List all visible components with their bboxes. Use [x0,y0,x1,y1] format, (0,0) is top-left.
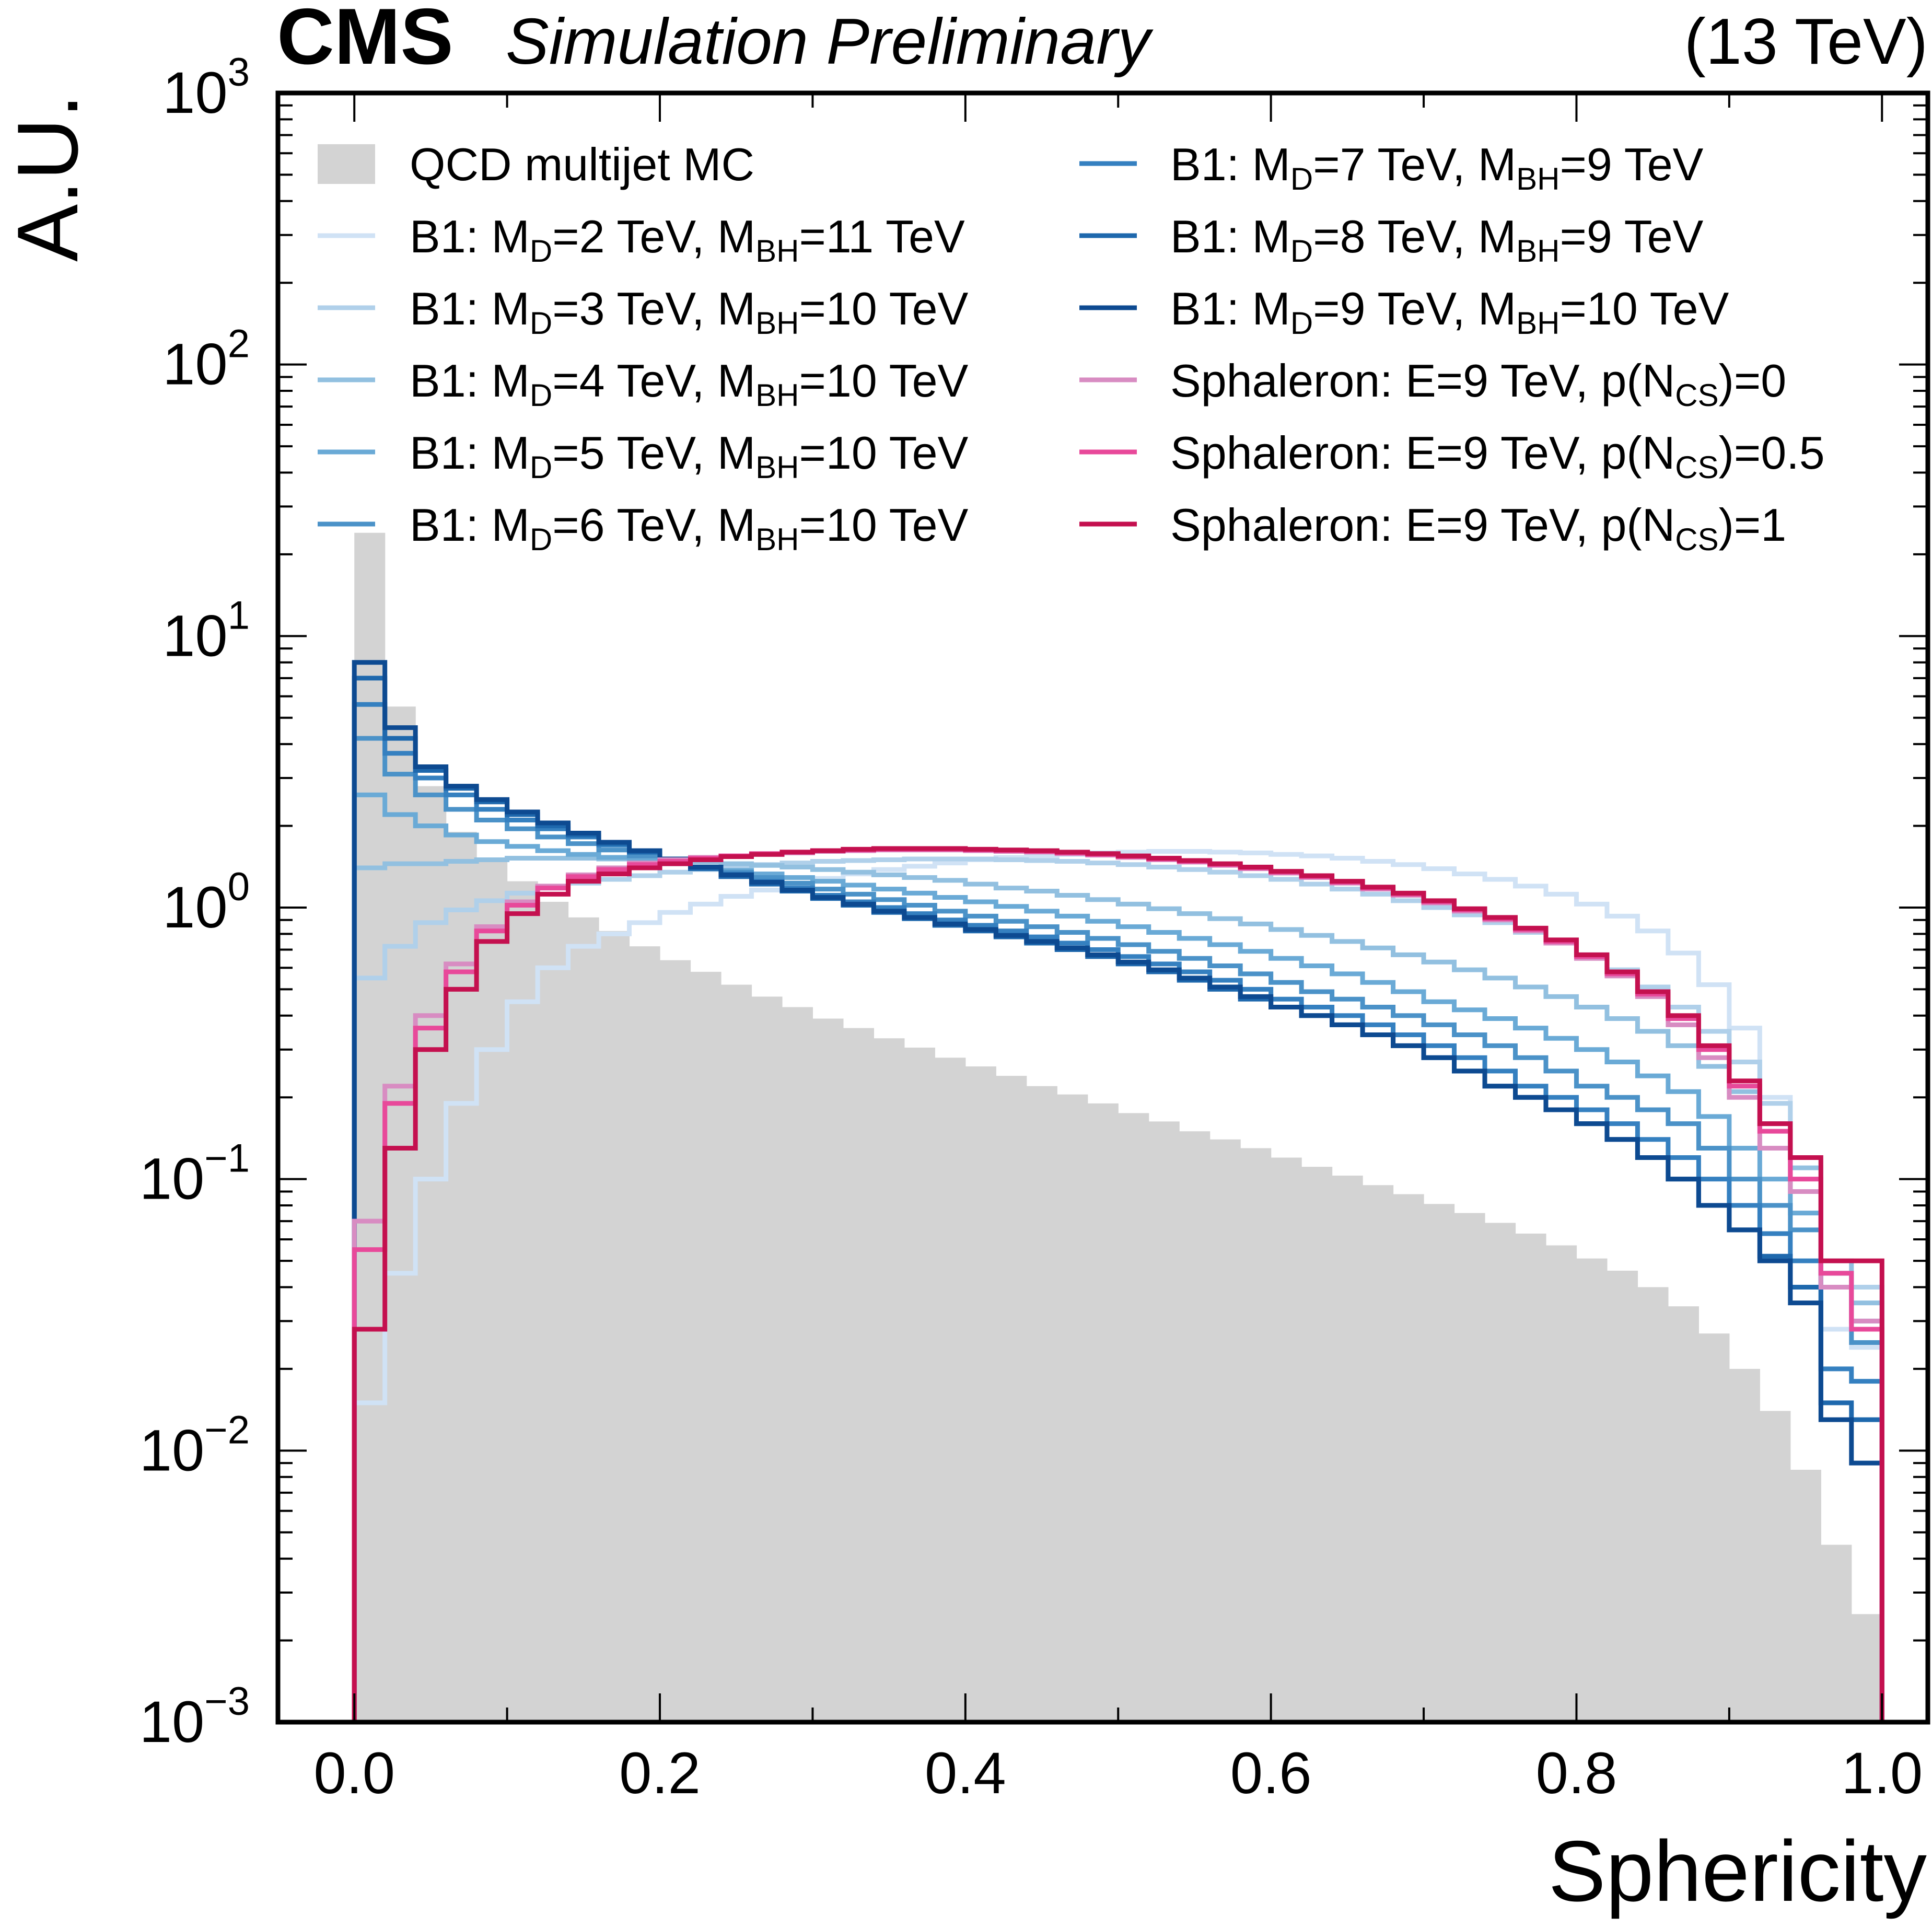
series-line-7 [352,660,1884,1722]
x-tick-label: 0.2 [619,1740,701,1806]
legend-label-5: B1: MD=7 TeV, MBH=9 TeV [1170,138,1704,196]
simulation-preliminary-label: Simulation Preliminary [506,6,1154,78]
qcd-bar [1576,1258,1608,1722]
y-tick-label: 10−2 [139,1408,250,1483]
qcd-bar [1607,1270,1638,1722]
y-tick-label: 102 [162,322,250,397]
qcd-bar [1729,1368,1760,1722]
qcd-bar [751,996,783,1722]
legend-label-1: B1: MD=3 TeV, MBH=10 TeV [410,283,969,341]
qcd-bar [1790,1470,1821,1722]
qcd-bar [812,1018,844,1722]
x-tick-label: 0.8 [1536,1740,1617,1806]
series-line-4 [352,736,1884,1722]
axis-tick-labels: 0.0 0.2 0.4 0.6 0.8 1.0 10−3 10−2 10−1 100 101 102 1… [139,50,1923,1806]
legend-label-8: Sphaleron: E=9 TeV, p(NCS)=0 [1170,355,1786,413]
legend-label-qcd: QCD multijet MC [410,138,754,190]
qcd-bar [1148,1121,1180,1722]
qcd-bar [1760,1411,1791,1722]
qcd-bar [1454,1213,1485,1722]
qcd-bar [1851,1614,1882,1722]
qcd-bar [1301,1167,1333,1722]
plot-frame [275,90,1930,1725]
qcd-bar [1637,1287,1669,1722]
legend: QCD multijet MC B1: MD=2 TeV, MBH=11 TeV B… [318,138,1825,557]
qcd-bar [1363,1185,1394,1722]
signal-histograms [352,660,1884,1722]
legend-label-2: B1: MD=4 TeV, MBH=10 TeV [410,355,969,413]
qcd-bar [1485,1223,1516,1722]
legend-label-9: Sphaleron: E=9 TeV, p(NCS)=0.5 [1170,427,1825,485]
qcd-bar [568,917,599,1722]
qcd-bar [446,832,477,1722]
x-tick-label: 0.6 [1230,1740,1312,1806]
x-axis-title: Sphericity [1549,1823,1927,1919]
energy-label: (13 TeV) [1684,6,1928,78]
qcd-bar [1545,1245,1577,1722]
qcd-bar [354,532,386,1722]
qcd-bar [996,1076,1027,1722]
qcd-background-histogram [354,532,1882,1722]
x-tick-label: 0.0 [313,1740,395,1806]
cms-label: CMS [277,0,453,81]
series-line-10 [352,846,1884,1722]
qcd-bar [1209,1139,1241,1722]
y-tick-label: 103 [162,50,250,125]
y-tick-label: 101 [162,593,250,668]
legend-swatch-qcd [318,144,375,184]
qcd-bar [1698,1333,1730,1722]
qcd-bar [1821,1544,1852,1722]
legend-label-6: B1: MD=8 TeV, MBH=9 TeV [1170,211,1704,269]
qcd-bar [1240,1148,1272,1722]
qcd-bar [1179,1131,1211,1722]
qcd-bar [1118,1113,1149,1722]
qcd-bar [720,984,752,1722]
qcd-bar [538,901,569,1722]
qcd-bar [599,931,630,1722]
qcd-bar [1393,1194,1424,1722]
qcd-bar [904,1047,935,1722]
qcd-bar [1087,1103,1119,1722]
qcd-bar [385,706,416,1722]
y-tick-label: 10−3 [139,1679,250,1755]
qcd-bar [629,946,660,1722]
qcd-bar [1026,1086,1057,1722]
y-axis-title: A.U. [0,94,96,262]
qcd-bar [965,1066,996,1722]
qcd-bar [843,1028,874,1722]
qcd-bar [476,860,508,1722]
legend-label-7: B1: MD=9 TeV, MBH=10 TeV [1170,283,1729,341]
qcd-bar [935,1058,966,1722]
qcd-bar [874,1038,905,1722]
qcd-bar [1271,1157,1302,1722]
qcd-bar [1424,1204,1455,1722]
qcd-bar [1332,1175,1363,1722]
y-tick-label: 100 [162,865,250,940]
y-tick-label: 10−1 [139,1136,250,1212]
legend-label-3: B1: MD=5 TeV, MBH=10 TeV [410,427,969,485]
qcd-bar [1057,1094,1088,1722]
qcd-bar [507,881,538,1722]
legend-label-10: Sphaleron: E=9 TeV, p(NCS)=1 [1170,499,1786,557]
legend-label-4: B1: MD=6 TeV, MBH=10 TeV [410,499,969,557]
qcd-bar [660,960,691,1722]
x-tick-label: 0.4 [925,1740,1006,1806]
qcd-bar [1668,1306,1699,1722]
qcd-bar [782,1007,813,1722]
series-line-3 [352,792,1884,1722]
legend-label-0: B1: MD=2 TeV, MBH=11 TeV [410,211,965,269]
qcd-bar [1515,1233,1546,1722]
plot-area [352,532,1884,1722]
x-tick-label: 1.0 [1841,1740,1923,1806]
qcd-bar [415,786,447,1722]
qcd-bar [690,971,721,1722]
